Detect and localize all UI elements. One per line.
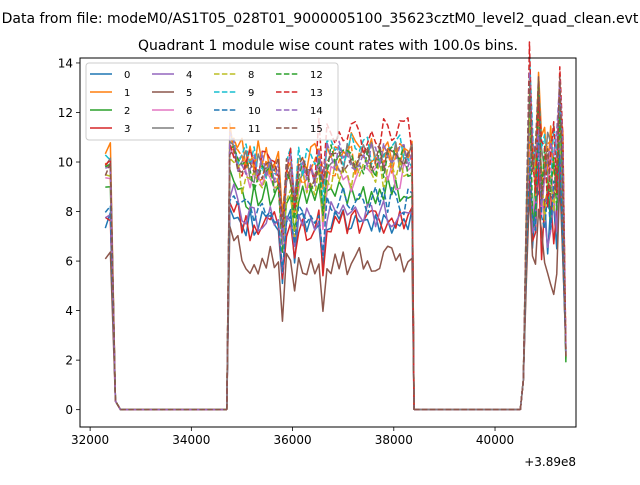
legend-label-9: 9	[248, 88, 254, 99]
series-layer	[104, 41, 567, 411]
legend-item-5: 5	[152, 88, 192, 99]
y-tick-label-8: 8	[65, 205, 73, 219]
legend-item-0: 0	[90, 70, 130, 81]
y-tick-label-12: 12	[58, 106, 73, 120]
legend-label-10: 10	[248, 106, 261, 117]
y-tick-label-2: 2	[65, 354, 73, 368]
legend-label-15: 15	[310, 124, 323, 135]
legend-item-2: 2	[90, 106, 130, 117]
figure-suptitle: Data from file: modeM0/AS1T05_028T01_900…	[2, 11, 639, 27]
legend-label-4: 4	[186, 70, 192, 81]
legend-item-7: 7	[152, 124, 192, 135]
series-line-5-segment-2	[226, 225, 415, 410]
legend-item-6: 6	[152, 106, 192, 117]
series-line-13-segment-2	[226, 117, 415, 410]
legend-item-15: 15	[276, 124, 323, 135]
legend-label-6: 6	[186, 106, 192, 117]
legend-label-13: 13	[310, 88, 323, 99]
legend-item-1: 1	[90, 88, 130, 99]
legend-label-2: 2	[124, 106, 130, 117]
legend-label-14: 14	[310, 106, 323, 117]
chart-title: Quadrant 1 module wise count rates with …	[138, 38, 518, 54]
series-line-5-segment-4	[519, 178, 567, 410]
y-tick-label-4: 4	[65, 304, 73, 318]
legend-item-9: 9	[214, 88, 254, 99]
y-tick-label-6: 6	[65, 255, 73, 269]
legend-item-3: 3	[90, 124, 130, 135]
series-line-15-segment-4	[519, 76, 567, 410]
x-tick-label-40000: 40000	[476, 433, 514, 447]
y-tick-label-10: 10	[58, 156, 73, 170]
series-15	[104, 76, 567, 411]
series-line-10-segment-2	[226, 186, 415, 410]
legend-label-11: 11	[248, 124, 261, 135]
y-tick-label-0: 0	[65, 403, 73, 417]
x-axis-offset-label: +3.89e8	[524, 455, 576, 469]
legend-label-8: 8	[248, 70, 254, 81]
legend-frame	[85, 62, 339, 141]
legend-item-12: 12	[276, 70, 323, 81]
legend-label-12: 12	[310, 70, 323, 81]
legend-item-13: 13	[276, 88, 323, 99]
legend-label-5: 5	[186, 88, 192, 99]
series-line-14-segment-2	[226, 131, 415, 410]
x-tick-label-32000: 32000	[71, 433, 109, 447]
y-axis: 0 2 4 6 8 10 12 14	[58, 56, 80, 417]
series-line-10-segment-4	[519, 135, 567, 410]
legend-label-1: 1	[124, 88, 130, 99]
axes-frame	[79, 57, 577, 428]
legend-label-0: 0	[124, 70, 130, 81]
x-tick-label-34000: 34000	[172, 433, 210, 447]
x-tick-label-38000: 38000	[375, 433, 413, 447]
series-line-15-segment-1	[104, 162, 227, 411]
series-line-15-segment-2	[226, 142, 415, 410]
legend-label-3: 3	[124, 124, 130, 135]
legend-label-7: 7	[186, 124, 192, 135]
x-axis: 32000 34000 36000 38000 40000	[71, 427, 514, 447]
y-tick-label-14: 14	[58, 56, 73, 70]
legend-item-11: 11	[214, 124, 261, 135]
legend-item-4: 4	[152, 70, 192, 81]
legend-item-8: 8	[214, 70, 254, 81]
legend-item-14: 14	[276, 106, 323, 117]
legend-item-10: 10	[214, 106, 261, 117]
x-tick-label-36000: 36000	[273, 433, 311, 447]
